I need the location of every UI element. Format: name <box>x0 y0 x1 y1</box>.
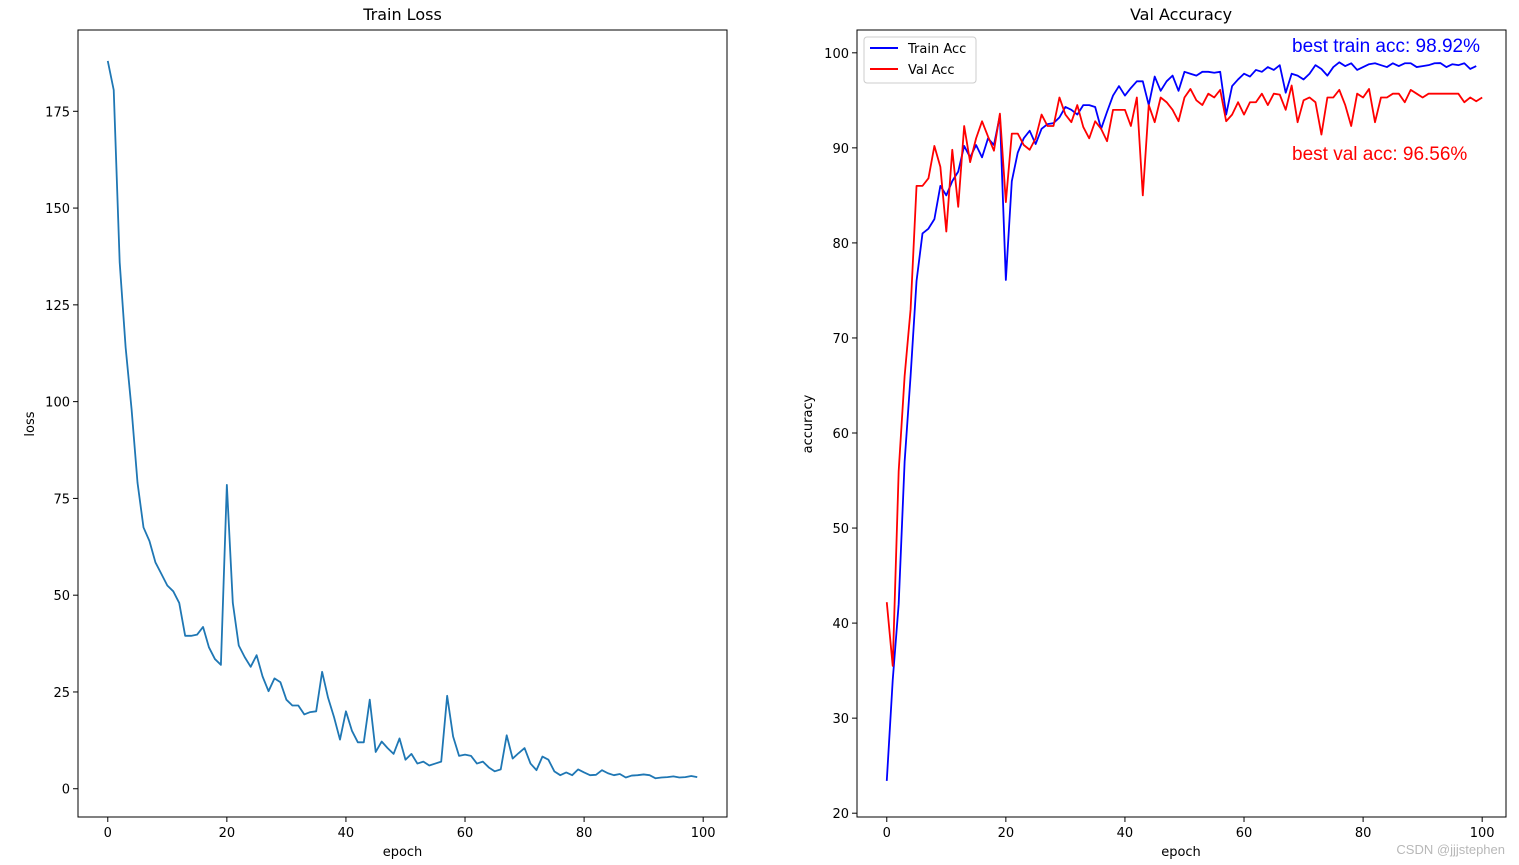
x-tick-label: 80 <box>1355 826 1372 841</box>
x-tick-label: 40 <box>1117 826 1134 841</box>
y-tick-label: 75 <box>53 492 70 507</box>
plot-area: 0 20 40 60 80 100 0 25 50 75 100 125 150 175 <box>45 60 716 841</box>
x-tick-label: 0 <box>883 826 891 841</box>
y-tick-label: 0 <box>62 783 70 798</box>
best-train-acc-annotation: best train acc: 98.92% <box>1292 36 1480 57</box>
y-tick-label: 30 <box>832 712 849 727</box>
val-accuracy-subplot: Val Accuracy 0 20 40 60 80 100 20 30 40 50 60 70 80 9… <box>801 5 1507 860</box>
series-line-val-acc <box>885 84 1483 667</box>
y-tick-label: 80 <box>832 237 849 252</box>
x-axis-label: epoch <box>1161 845 1201 860</box>
x-tick-label: 80 <box>576 826 593 841</box>
train-loss-subplot: Train Loss 0 20 40 60 80 100 0 25 50 75 100 125 150 1… <box>23 5 728 860</box>
chart-title: Train Loss <box>362 5 442 24</box>
y-tick-label: 150 <box>45 202 70 217</box>
x-tick-label: 20 <box>219 826 236 841</box>
x-tick-label: 20 <box>998 826 1015 841</box>
axes-frame <box>856 29 1507 818</box>
legend-label-val-acc: Val Acc <box>908 63 955 78</box>
y-tick-label: 20 <box>832 807 849 822</box>
y-tick-label: 125 <box>45 299 70 314</box>
x-tick-label: 60 <box>457 826 474 841</box>
y-axis-label: accuracy <box>801 394 816 453</box>
x-tick-label: 40 <box>338 826 355 841</box>
y-tick-label: 70 <box>832 332 849 347</box>
watermark: CSDN @jjjstephen <box>1396 842 1505 857</box>
y-tick-label: 40 <box>832 617 849 632</box>
legend-label-train-acc: Train Acc <box>907 42 966 57</box>
y-tick-label: 60 <box>832 427 849 442</box>
y-axis-label: loss <box>23 411 38 436</box>
y-tick-label: 100 <box>824 47 849 62</box>
x-tick-label: 0 <box>104 826 112 841</box>
y-tick-label: 175 <box>45 105 70 120</box>
plot-area: 0 20 40 60 80 100 20 30 40 50 60 70 80 90 100 <box>824 47 1494 841</box>
y-tick-label: 50 <box>53 589 70 604</box>
y-tick-label: 25 <box>53 686 70 701</box>
y-tick-label: 100 <box>45 396 70 411</box>
legend: Train Acc Val Acc <box>863 36 977 84</box>
axes-frame <box>77 29 728 818</box>
x-axis-label: epoch <box>383 845 423 860</box>
chart-title: Val Accuracy <box>1130 5 1232 24</box>
y-tick-label: 90 <box>832 142 849 157</box>
series-line-loss <box>106 60 698 780</box>
x-tick-label: 60 <box>1236 826 1253 841</box>
y-tick-label: 50 <box>832 522 849 537</box>
series-line-train-acc <box>885 61 1477 781</box>
x-tick-label: 100 <box>1470 826 1495 841</box>
x-tick-label: 100 <box>691 826 716 841</box>
best-val-acc-annotation: best val acc: 96.56% <box>1292 144 1467 165</box>
